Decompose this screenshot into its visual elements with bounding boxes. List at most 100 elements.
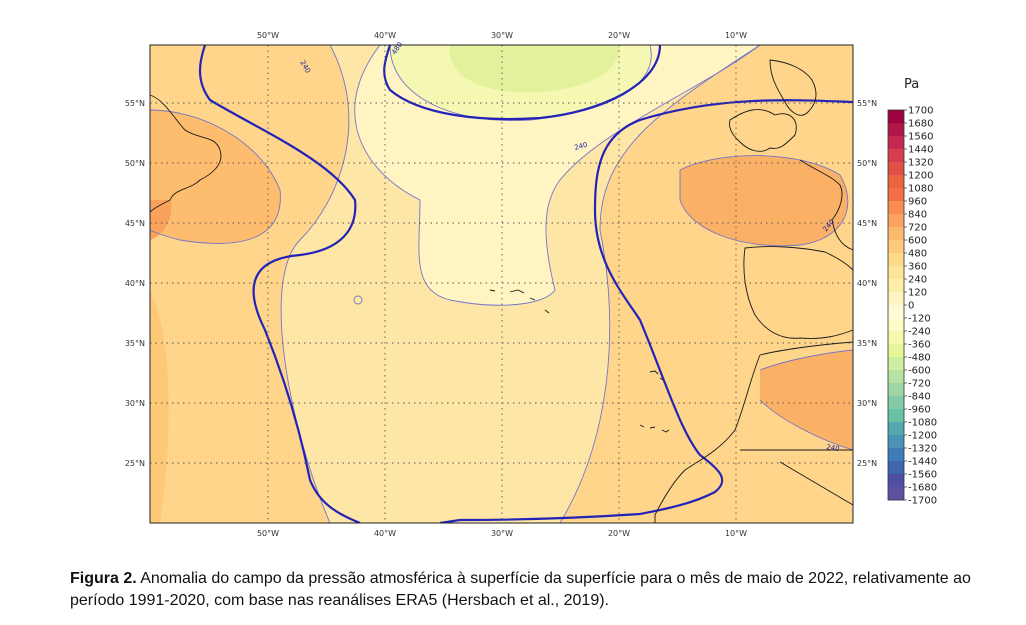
colorbar-tick-label: 1680 [908, 119, 933, 130]
colorbar-tick-label: 1200 [908, 171, 933, 182]
colorbar-tick-label: 1080 [908, 184, 933, 195]
lon-tick-label: 30°W [491, 31, 513, 40]
lon-tick-label: 40°W [374, 529, 396, 538]
colorbar-swatch [888, 123, 904, 137]
colorbar-tick-label: 1320 [908, 158, 933, 169]
anomaly-field [150, 45, 853, 523]
colorbar-swatch [888, 266, 904, 280]
colorbar-tick-label: 960 [908, 197, 927, 208]
lat-tick-label: 25°N [125, 459, 145, 468]
lon-ticks-top: 50°W 40°W 30°W 20°W 10°W [257, 31, 747, 40]
colorbar-swatch [888, 422, 904, 436]
lat-tick-label: 45°N [857, 219, 877, 228]
colorbar-swatch [888, 461, 904, 475]
coast-azores [489, 289, 550, 314]
colorbar-tick-label: 0 [908, 301, 914, 312]
lon-tick-label: 40°W [374, 31, 396, 40]
colorbar-swatch [888, 136, 904, 150]
lat-tick-label: 50°N [857, 159, 877, 168]
colorbar-tick-label: -480 [908, 353, 931, 364]
colorbar-tick-label: -1200 [908, 431, 937, 442]
colorbar-swatch [888, 227, 904, 241]
lat-tick-label: 45°N [125, 219, 145, 228]
colorbar-tick-label: 840 [908, 210, 927, 221]
contour-label: 240 [573, 141, 588, 152]
colorbar-tick-label: -120 [908, 314, 931, 325]
colorbar-tick-label: -720 [908, 379, 931, 390]
contour-label: 240 [826, 443, 841, 453]
colorbar-swatch [888, 357, 904, 371]
colorbar-tick-label: -840 [908, 392, 931, 403]
lon-tick-label: 30°W [491, 529, 513, 538]
lat-tick-label: 25°N [857, 459, 877, 468]
coast-canaries [639, 424, 670, 433]
colorbar-swatch [888, 396, 904, 410]
colorbar-swatch [888, 383, 904, 397]
lon-tick-label: 10°W [725, 31, 747, 40]
colorbar-tick-label: -600 [908, 366, 931, 377]
colorbar-tick-label: -1320 [908, 444, 937, 455]
colorbar-swatch [888, 175, 904, 189]
lat-tick-label: 55°N [857, 99, 877, 108]
colorbar-tick-label: -960 [908, 405, 931, 416]
colorbar-swatch [888, 344, 904, 358]
colorbar-tick-label: -1560 [908, 470, 937, 481]
colorbar-frame [887, 109, 905, 501]
colorbar-tick-label: -360 [908, 340, 931, 351]
lat-ticks-left: 55°N 50°N 45°N 40°N 35°N 30°N 25°N [125, 99, 145, 468]
field-high-west-edge [150, 200, 172, 240]
colorbar-swatch [888, 331, 904, 345]
colorbar [888, 110, 904, 501]
lat-tick-label: 35°N [857, 339, 877, 348]
colorbar-tick-label: 600 [908, 236, 927, 247]
field-west-edge-band [150, 290, 169, 523]
colorbar-tick-label: 360 [908, 262, 927, 273]
lat-tick-label: 55°N [125, 99, 145, 108]
lon-ticks-bottom: 50°W 40°W 30°W 20°W 10°W [257, 529, 747, 538]
colorbar-swatch [888, 305, 904, 319]
lon-tick-label: 50°W [257, 529, 279, 538]
colorbar-swatch [888, 409, 904, 423]
map-frame [149, 44, 854, 524]
colorbar-tick-label: 1560 [908, 132, 933, 143]
colorbar-swatch [888, 149, 904, 163]
colorbar-swatch [888, 253, 904, 267]
africa-borders [740, 449, 854, 506]
figure-caption: Figura 2. Anomalia do campo da pressão a… [70, 568, 1010, 612]
colorbar-swatch [888, 292, 904, 306]
colorbar-swatch [888, 474, 904, 488]
caption-text: Anomalia do campo da pressão atmosférica… [70, 570, 971, 609]
colorbar-swatch [888, 435, 904, 449]
colorbar-tick-label: 480 [908, 249, 927, 260]
lon-tick-label: 50°W [257, 31, 279, 40]
colorbar-swatch [888, 201, 904, 215]
coast-iberia [743, 246, 854, 339]
field-high-newfoundland [150, 110, 281, 244]
lat-tick-label: 30°N [857, 399, 877, 408]
colorbar-swatch [888, 240, 904, 254]
lat-tick-label: 30°N [125, 399, 145, 408]
colorbar-unit: Pa [904, 77, 919, 92]
lon-tick-label: 20°W [608, 31, 630, 40]
colorbar-swatch [888, 110, 904, 124]
lon-tick-label: 20°W [608, 529, 630, 538]
lat-tick-label: 40°N [125, 279, 145, 288]
lat-tick-label: 40°N [857, 279, 877, 288]
coast-africa [654, 341, 854, 523]
coast-france [799, 159, 854, 251]
coast-madeira [649, 370, 664, 381]
coast-newfoundland [149, 94, 222, 213]
colorbar-swatch [888, 279, 904, 293]
colorbar-swatch [888, 188, 904, 202]
colorbar-tick-label: 720 [908, 223, 927, 234]
colorbar-swatch [888, 214, 904, 228]
colorbar-swatch [888, 487, 904, 501]
lat-tick-label: 50°N [125, 159, 145, 168]
coast-scotland [769, 59, 817, 116]
colorbar-swatch [888, 448, 904, 462]
colorbar-swatch [888, 318, 904, 332]
colorbar-tick-label: 1700 [908, 106, 933, 117]
coast-ireland-uk [729, 109, 797, 152]
colorbar-tick-label: 120 [908, 288, 927, 299]
